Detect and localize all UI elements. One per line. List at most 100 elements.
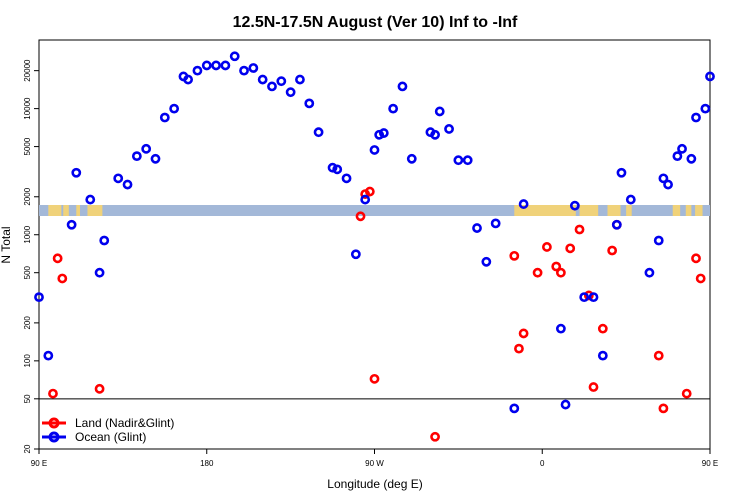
ocean-point [555, 323, 566, 334]
ocean-point [472, 223, 482, 233]
land-point [57, 273, 68, 284]
y-tick-label: 100 [23, 354, 32, 368]
ocean-point [257, 74, 268, 85]
ocean-point [71, 167, 82, 178]
y-tick-label: 50 [23, 394, 32, 403]
ocean-point [360, 194, 371, 205]
y-axis-label: N Total [0, 226, 13, 263]
ocean-point [611, 219, 622, 230]
ocean-point [434, 106, 445, 117]
x-tick-label: 90 W [365, 459, 384, 468]
band-land-segment [76, 205, 81, 216]
ocean-point [99, 235, 110, 246]
land-point [364, 186, 375, 197]
ocean-point [406, 153, 417, 164]
y-tick-label: 1000 [23, 225, 32, 243]
ocean-point [327, 162, 338, 173]
land-point [653, 350, 664, 361]
ocean-point [150, 153, 161, 164]
ocean-point [588, 292, 599, 303]
ocean-point [518, 199, 529, 209]
y-tick-label: 5000 [23, 137, 32, 155]
band-land-segment [607, 205, 621, 216]
ocean-point [686, 153, 697, 164]
y-axis: 20 50 100 200 500 1000 2000 5000 10000 20000 [23, 59, 39, 453]
ocean-point [616, 167, 627, 178]
land-point [369, 373, 380, 384]
legend-ocean-label: Ocean (Glint) [75, 430, 146, 444]
ocean-point [490, 218, 501, 229]
ocean-point [430, 129, 440, 140]
land-point [588, 382, 599, 392]
ocean-point [192, 65, 203, 76]
data-points [34, 51, 715, 442]
ocean-point [201, 60, 212, 71]
ocean-point [85, 194, 96, 205]
legend: Land (Nadir&Glint) Ocean (Glint) [42, 416, 174, 444]
ocean-point [66, 219, 77, 230]
x-tick-label: 0 [540, 459, 545, 468]
ocean-point [313, 127, 324, 138]
band-land-segment [579, 205, 599, 216]
ocean-point [663, 179, 673, 190]
ocean-point [597, 350, 608, 361]
ocean-point [369, 145, 380, 155]
x-axis-label: Longitude (deg E) [327, 477, 422, 491]
chart-title: 12.5N-17.5N August (Ver 10) Inf to -Inf [233, 14, 518, 31]
y-tick-label: 20000 [23, 59, 32, 82]
ocean-point [341, 173, 352, 184]
series-ocean [34, 51, 715, 414]
ocean-point [304, 98, 315, 109]
ocean-point [625, 194, 636, 205]
ocean-point [211, 60, 221, 71]
ocean-point [644, 267, 655, 278]
land-point [514, 343, 524, 354]
band-land-segment [685, 205, 692, 216]
ocean-point [285, 87, 296, 98]
land-point [597, 323, 608, 334]
y-tick-label: 200 [23, 316, 32, 330]
land-point [555, 267, 566, 278]
land-point [52, 253, 63, 264]
y-tick-label: 20 [23, 444, 32, 453]
ocean-point [658, 173, 669, 184]
band-land-segment [48, 205, 62, 216]
legend-land-marker [48, 417, 60, 429]
ocean-point [691, 112, 701, 123]
ocean-point [159, 112, 170, 123]
band-ocean [39, 205, 710, 216]
land-point [695, 273, 706, 284]
series-land [48, 186, 706, 442]
ocean-point [481, 256, 492, 267]
ocean-point [378, 128, 389, 138]
land-point [518, 328, 529, 339]
land-point [574, 224, 585, 235]
land-point [542, 242, 552, 252]
land-point [583, 290, 594, 301]
band-land-segment [695, 205, 703, 216]
ocean-point [509, 403, 520, 414]
band-land-segment [87, 205, 103, 216]
ocean-point [672, 151, 683, 162]
ocean-point [444, 124, 454, 134]
ocean-point [276, 76, 287, 87]
ocean-point [34, 292, 44, 303]
land-point [691, 253, 701, 264]
ocean-point [229, 51, 240, 62]
band-land-segment [672, 205, 681, 216]
land-point [94, 383, 105, 394]
x-tick-label: 90 E [702, 459, 718, 468]
ocean-point [388, 103, 399, 114]
ocean-point [267, 81, 277, 92]
ocean-point [677, 143, 687, 154]
x-tick-label: 90 E [31, 459, 47, 468]
ocean-point [705, 71, 715, 82]
ocean-point [43, 350, 54, 361]
land-point [658, 403, 669, 414]
ocean-point [374, 129, 385, 140]
y-tick-label: 10000 [23, 97, 32, 120]
ocean-point [131, 151, 142, 162]
ocean-point [462, 155, 473, 166]
land-point [355, 211, 366, 222]
